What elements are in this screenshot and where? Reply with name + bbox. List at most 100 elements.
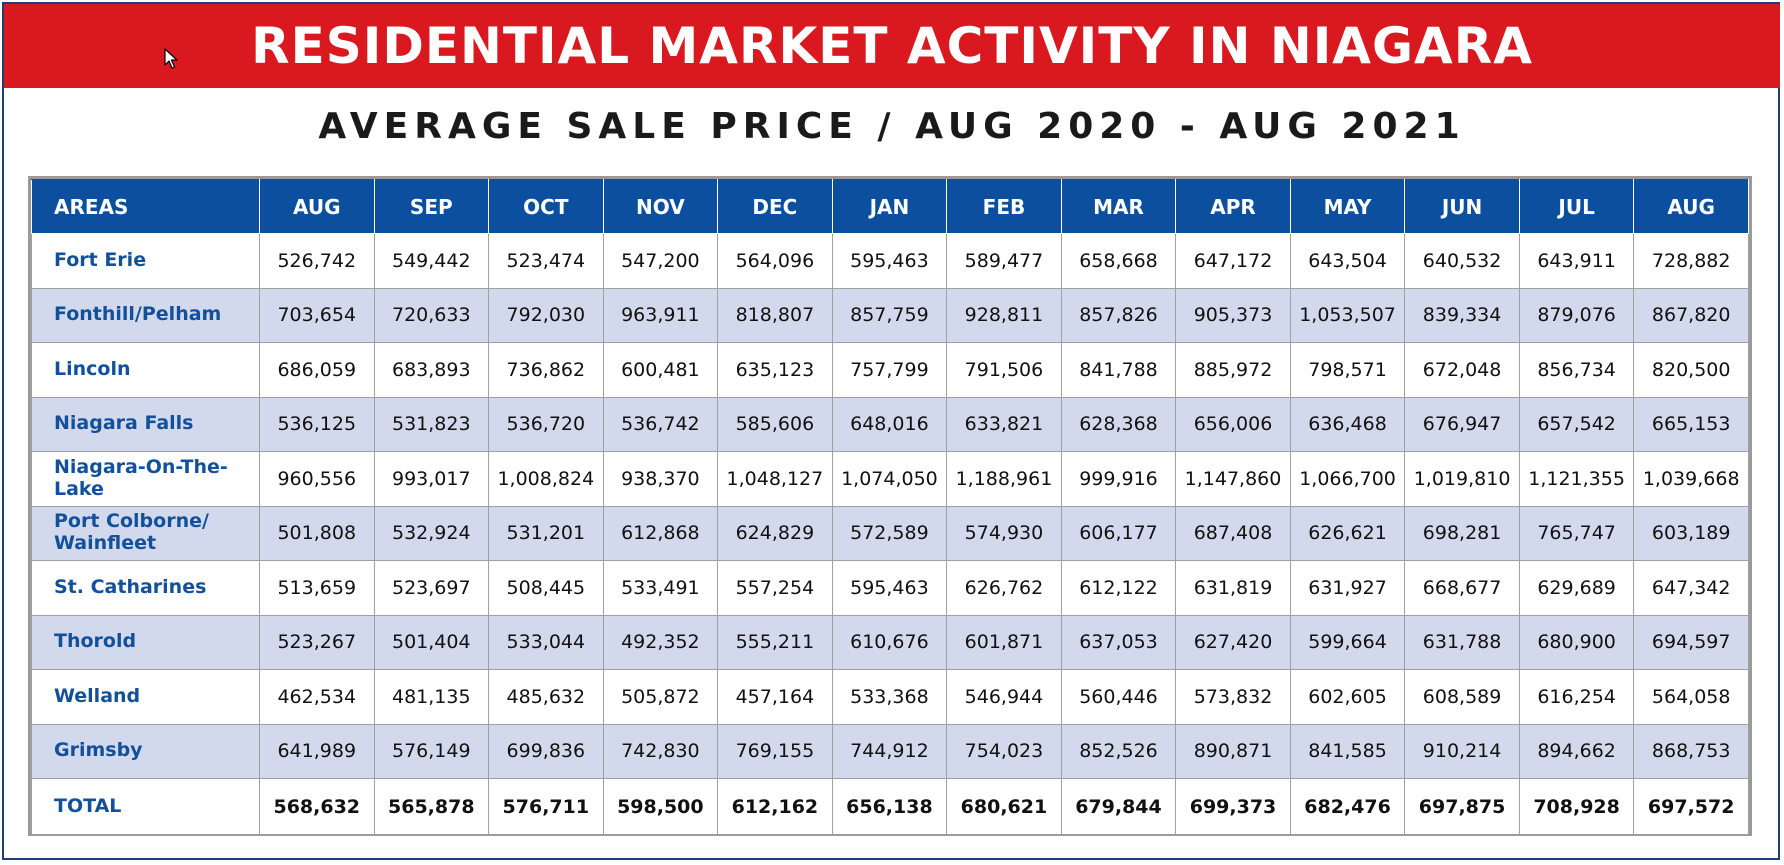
table-body: Fort Erie 526,742 549,442 523,474 547,200 564… bbox=[31, 233, 1749, 835]
price-cell: 533,044 bbox=[488, 614, 604, 670]
price-table: AREAS AUG SEP OCT NOV DEC JAN FEB MAR APR MAY JUN JU… bbox=[31, 179, 1749, 835]
column-header-month: MAR bbox=[1060, 179, 1177, 234]
total-price-cell: 682,476 bbox=[1289, 778, 1406, 835]
price-cell: 885,972 bbox=[1175, 342, 1291, 398]
price-cell: 698,281 bbox=[1404, 505, 1520, 561]
price-cell: 533,491 bbox=[602, 560, 719, 616]
price-cell: 513,659 bbox=[259, 560, 375, 616]
price-cell: 536,125 bbox=[259, 396, 375, 452]
price-cell: 999,916 bbox=[1060, 451, 1177, 507]
price-cell: 601,871 bbox=[946, 614, 1062, 670]
price-cell: 526,742 bbox=[259, 233, 375, 289]
price-cell: 501,808 bbox=[259, 505, 375, 561]
price-cell: 668,677 bbox=[1404, 560, 1520, 616]
price-cell: 905,373 bbox=[1175, 287, 1291, 343]
total-price-cell: 680,621 bbox=[946, 778, 1062, 835]
price-cell: 626,762 bbox=[946, 560, 1062, 616]
price-cell: 818,807 bbox=[717, 287, 833, 343]
area-name-cell: Fort Erie bbox=[31, 233, 260, 289]
price-cell: 602,605 bbox=[1289, 669, 1406, 725]
total-price-cell: 697,875 bbox=[1404, 778, 1520, 835]
price-cell: 616,254 bbox=[1518, 669, 1635, 725]
price-cell: 481,135 bbox=[373, 669, 490, 725]
price-cell: 857,759 bbox=[831, 287, 948, 343]
price-cell: 928,811 bbox=[946, 287, 1062, 343]
total-label-cell: TOTAL bbox=[31, 778, 260, 835]
price-cell: 769,155 bbox=[717, 723, 833, 779]
price-cell: 687,408 bbox=[1175, 505, 1291, 561]
price-cell: 1,048,127 bbox=[717, 451, 833, 507]
column-header-month: JUN bbox=[1404, 179, 1520, 234]
price-cell: 531,201 bbox=[488, 505, 604, 561]
price-cell: 585,606 bbox=[717, 396, 833, 452]
price-cell: 1,066,700 bbox=[1289, 451, 1406, 507]
price-cell: 626,621 bbox=[1289, 505, 1406, 561]
price-cell: 492,352 bbox=[602, 614, 719, 670]
price-cell: 595,463 bbox=[831, 560, 948, 616]
price-cell: 676,947 bbox=[1404, 396, 1520, 452]
area-name-cell: St. Catharines bbox=[31, 560, 260, 616]
price-cell: 686,059 bbox=[259, 342, 375, 398]
price-cell: 631,788 bbox=[1404, 614, 1520, 670]
column-header-month: AUG bbox=[259, 179, 375, 234]
column-header-month: JUL bbox=[1518, 179, 1635, 234]
total-row: TOTAL 568,632 565,878 576,711 598,500 612,162… bbox=[31, 778, 1749, 835]
price-cell: 683,893 bbox=[373, 342, 490, 398]
price-cell: 631,927 bbox=[1289, 560, 1406, 616]
price-cell: 839,334 bbox=[1404, 287, 1520, 343]
price-cell: 641,989 bbox=[259, 723, 375, 779]
table-row: Fonthill/Pelham 703,654 720,633 792,030 963,… bbox=[31, 287, 1749, 343]
price-cell: 658,668 bbox=[1060, 233, 1177, 289]
price-table-container: AREAS AUG SEP OCT NOV DEC JAN FEB MAR APR MAY JUN JU… bbox=[28, 176, 1752, 836]
price-cell: 1,008,824 bbox=[488, 451, 604, 507]
price-cell: 536,720 bbox=[488, 396, 604, 452]
price-cell: 508,445 bbox=[488, 560, 604, 616]
price-cell: 665,153 bbox=[1633, 396, 1749, 452]
price-cell: 765,747 bbox=[1518, 505, 1635, 561]
price-cell: 910,214 bbox=[1404, 723, 1520, 779]
price-cell: 879,076 bbox=[1518, 287, 1635, 343]
price-cell: 557,254 bbox=[717, 560, 833, 616]
price-cell: 792,030 bbox=[488, 287, 604, 343]
column-header-month: SEP bbox=[373, 179, 490, 234]
price-cell: 573,832 bbox=[1175, 669, 1291, 725]
table-row: Grimsby 641,989 576,149 699,836 742,830 769,1… bbox=[31, 723, 1749, 779]
price-cell: 744,912 bbox=[831, 723, 948, 779]
title-banner: RESIDENTIAL MARKET ACTIVITY IN NIAGARA bbox=[4, 4, 1780, 88]
price-cell: 791,506 bbox=[946, 342, 1062, 398]
price-cell: 462,534 bbox=[259, 669, 375, 725]
price-cell: 640,532 bbox=[1404, 233, 1520, 289]
price-cell: 993,017 bbox=[373, 451, 490, 507]
price-cell: 501,404 bbox=[373, 614, 490, 670]
mouse-pointer-icon bbox=[164, 48, 178, 69]
column-header-month: DEC bbox=[717, 179, 833, 234]
price-cell: 532,924 bbox=[373, 505, 490, 561]
price-cell: 757,799 bbox=[831, 342, 948, 398]
price-cell: 742,830 bbox=[602, 723, 719, 779]
price-cell: 728,882 bbox=[1633, 233, 1749, 289]
column-header-month: FEB bbox=[946, 179, 1062, 234]
price-cell: 523,697 bbox=[373, 560, 490, 616]
price-cell: 841,585 bbox=[1289, 723, 1406, 779]
price-cell: 523,474 bbox=[488, 233, 604, 289]
table-row: Niagara Falls 536,125 531,823 536,720 536,74… bbox=[31, 396, 1749, 452]
column-header-month: AUG bbox=[1633, 179, 1749, 234]
table-row: Lincoln 686,059 683,893 736,862 600,481 635,1… bbox=[31, 342, 1749, 398]
price-cell: 572,589 bbox=[831, 505, 948, 561]
price-cell: 890,871 bbox=[1175, 723, 1291, 779]
area-name-cell: Port Colborne/ Wainfleet bbox=[31, 505, 260, 561]
total-price-cell: 576,711 bbox=[488, 778, 604, 835]
price-cell: 629,689 bbox=[1518, 560, 1635, 616]
price-cell: 612,122 bbox=[1060, 560, 1177, 616]
price-cell: 631,819 bbox=[1175, 560, 1291, 616]
price-cell: 1,188,961 bbox=[946, 451, 1062, 507]
price-cell: 610,676 bbox=[831, 614, 948, 670]
price-cell: 560,446 bbox=[1060, 669, 1177, 725]
price-cell: 576,149 bbox=[373, 723, 490, 779]
column-header-month: OCT bbox=[488, 179, 604, 234]
price-cell: 633,821 bbox=[946, 396, 1062, 452]
area-name-cell: Lincoln bbox=[31, 342, 260, 398]
price-cell: 533,368 bbox=[831, 669, 948, 725]
price-cell: 680,900 bbox=[1518, 614, 1635, 670]
area-name-cell: Niagara-On-The-Lake bbox=[31, 451, 260, 507]
